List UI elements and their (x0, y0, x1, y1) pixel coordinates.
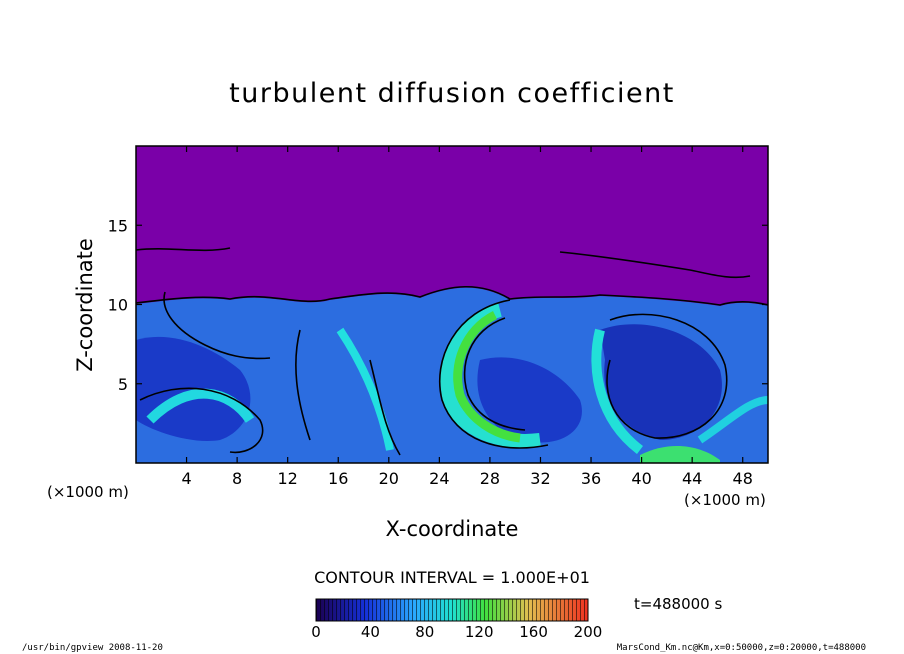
cyan-band-left (146, 388, 255, 424)
contour-left-curl (163, 291, 271, 360)
contour-mid-column (295, 329, 401, 456)
x-tick-label: 40 (631, 469, 651, 488)
contour-left-bottom (139, 387, 264, 454)
x-tick-label: 4 (181, 469, 191, 488)
deep-blue-patch-2 (600, 324, 722, 440)
x-axis-label: X-coordinate (386, 517, 519, 541)
colorbar-tick-label: 0 (311, 623, 321, 641)
deep-blue-patch-3 (477, 357, 582, 443)
cyan-band-right (591, 328, 644, 454)
x-tick-label: 32 (530, 469, 550, 488)
colorbar-tick-label: 40 (361, 623, 380, 641)
x-tick-label: 44 (682, 469, 702, 488)
x-tick-label: 12 (278, 469, 298, 488)
x-axis: 4 8 12 16 20 24 28 32 36 40 44 48 (181, 146, 753, 488)
contour-right-loop (606, 313, 728, 439)
x-unit-left: (×1000 m) (47, 483, 129, 501)
contour-swirl-inner (463, 317, 526, 431)
contour-upper-cloud (136, 247, 751, 279)
colorbar-stripes (316, 599, 588, 621)
y-tick-label: 15 (108, 216, 128, 235)
colorbar-tick-label: 160 (519, 623, 548, 641)
contour-lines (136, 247, 768, 456)
y-tick-label: 5 (118, 375, 128, 394)
cyan-band-mid (336, 327, 394, 451)
green-swirl (453, 310, 521, 443)
time-label: t=488000 s (634, 595, 722, 613)
y-axis: 5 10 15 (108, 216, 768, 394)
colorbar-tick-label: 80 (415, 623, 434, 641)
colorbar-tick-label: 200 (574, 623, 603, 641)
contour-interval: CONTOUR INTERVAL = 1.000E+01 (314, 568, 590, 587)
x-tick-label: 36 (581, 469, 601, 488)
x-tick-label: 48 (733, 469, 753, 488)
colorbar-tick-label: 120 (465, 623, 494, 641)
colorbar-frame (315, 598, 589, 622)
plot-area (136, 146, 768, 463)
contour-top-boundary (136, 285, 768, 306)
green-patch-bottom (640, 445, 720, 463)
x-tick-label: 28 (480, 469, 500, 488)
colorbar: 0 40 80 120 160 200 (311, 598, 602, 641)
x-tick-label: 8 (232, 469, 242, 488)
footer-left: /usr/bin/gpview 2008-11-20 (22, 643, 163, 653)
footer-right: MarsCond_Km.nc@Km,x=0:50000,z=0:20000,t=… (617, 643, 866, 653)
y-axis-label: Z-coordinate (73, 238, 97, 372)
cyan-band-far-right (697, 396, 768, 444)
colorbar-ticks: 0 40 80 120 160 200 (311, 623, 602, 641)
chart-title: turbulent diffusion coefficient (229, 78, 675, 109)
contour-swirl-outer (438, 299, 549, 449)
x-tick-label: 20 (379, 469, 399, 488)
x-tick-label: 16 (328, 469, 348, 488)
x-unit-right: (×1000 m) (684, 491, 766, 509)
x-tick-label: 24 (429, 469, 449, 488)
y-tick-label: 10 (108, 296, 128, 315)
